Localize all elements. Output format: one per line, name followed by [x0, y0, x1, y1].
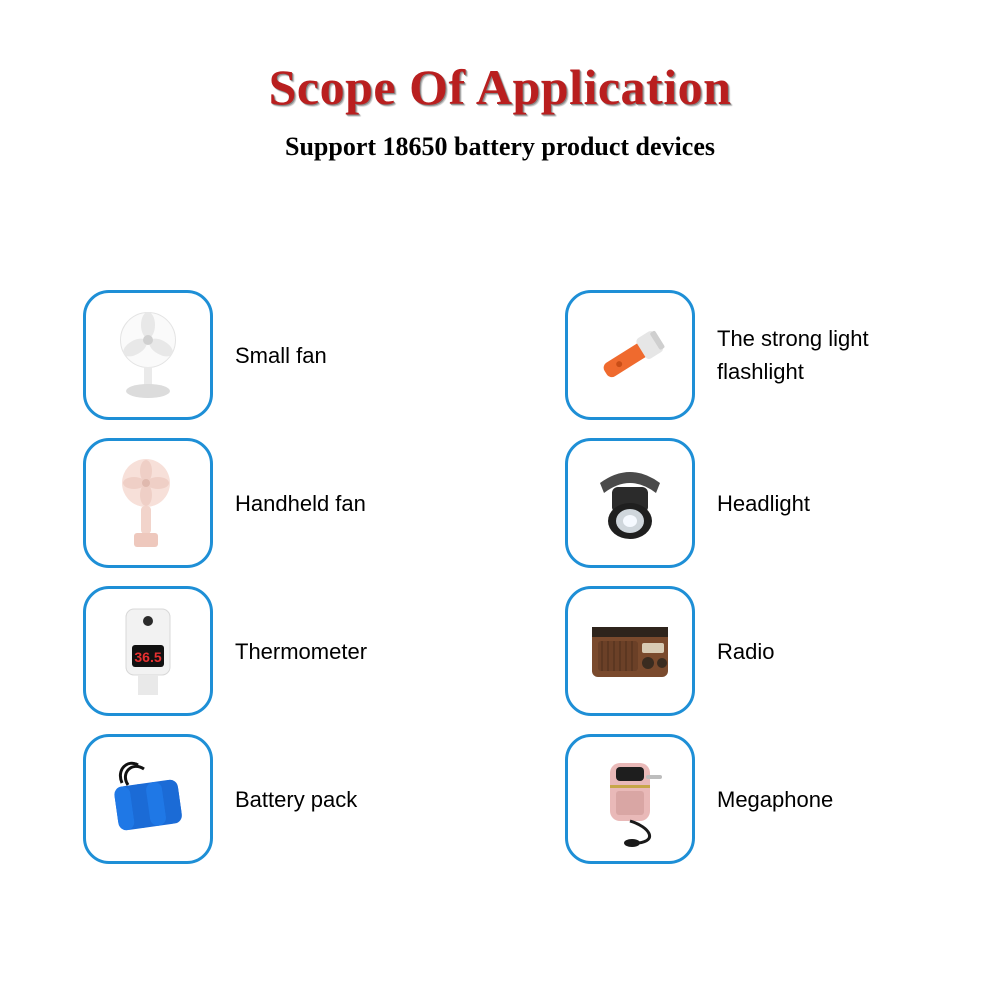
- label-handheld-fan: Handheld fan: [235, 487, 435, 520]
- item-thermometer: 36.5 Thermometer: [83, 586, 435, 716]
- thermometer-reading: 36.5: [134, 649, 161, 665]
- thermometer-icon: 36.5: [98, 601, 198, 701]
- grid-col-right: The strong light flashlight Headlight: [565, 290, 917, 864]
- label-flashlight: The strong light flashlight: [717, 322, 917, 388]
- page-title: Scope Of Application: [0, 58, 1000, 116]
- item-small-fan: Small fan: [83, 290, 435, 420]
- item-headlight: Headlight: [565, 438, 917, 568]
- small-fan-icon: [98, 305, 198, 405]
- page-subtitle: Support 18650 battery product devices: [0, 132, 1000, 162]
- label-small-fan: Small fan: [235, 339, 435, 372]
- label-megaphone: Megaphone: [717, 783, 917, 816]
- flashlight-icon: [580, 305, 680, 405]
- label-headlight: Headlight: [717, 487, 917, 520]
- tile-handheld-fan: [83, 438, 213, 568]
- tile-flashlight: [565, 290, 695, 420]
- megaphone-icon: [580, 749, 680, 849]
- label-radio: Radio: [717, 635, 917, 668]
- label-battery-pack: Battery pack: [235, 783, 435, 816]
- handheld-fan-icon: [98, 453, 198, 553]
- item-radio: Radio: [565, 586, 917, 716]
- tile-battery-pack: [83, 734, 213, 864]
- battery-pack-icon: [98, 749, 198, 849]
- tile-headlight: [565, 438, 695, 568]
- headlight-icon: [580, 453, 680, 553]
- tile-small-fan: [83, 290, 213, 420]
- header: Scope Of Application Support 18650 batte…: [0, 0, 1000, 162]
- item-battery-pack: Battery pack: [83, 734, 435, 864]
- tile-megaphone: [565, 734, 695, 864]
- item-megaphone: Megaphone: [565, 734, 917, 864]
- tile-radio: [565, 586, 695, 716]
- radio-icon: [580, 601, 680, 701]
- label-thermometer: Thermometer: [235, 635, 435, 668]
- grid-col-left: Small fan Handheld fan: [83, 290, 435, 864]
- tile-thermometer: 36.5: [83, 586, 213, 716]
- item-flashlight: The strong light flashlight: [565, 290, 917, 420]
- item-handheld-fan: Handheld fan: [83, 438, 435, 568]
- application-grid: Small fan Handheld fan: [0, 290, 1000, 864]
